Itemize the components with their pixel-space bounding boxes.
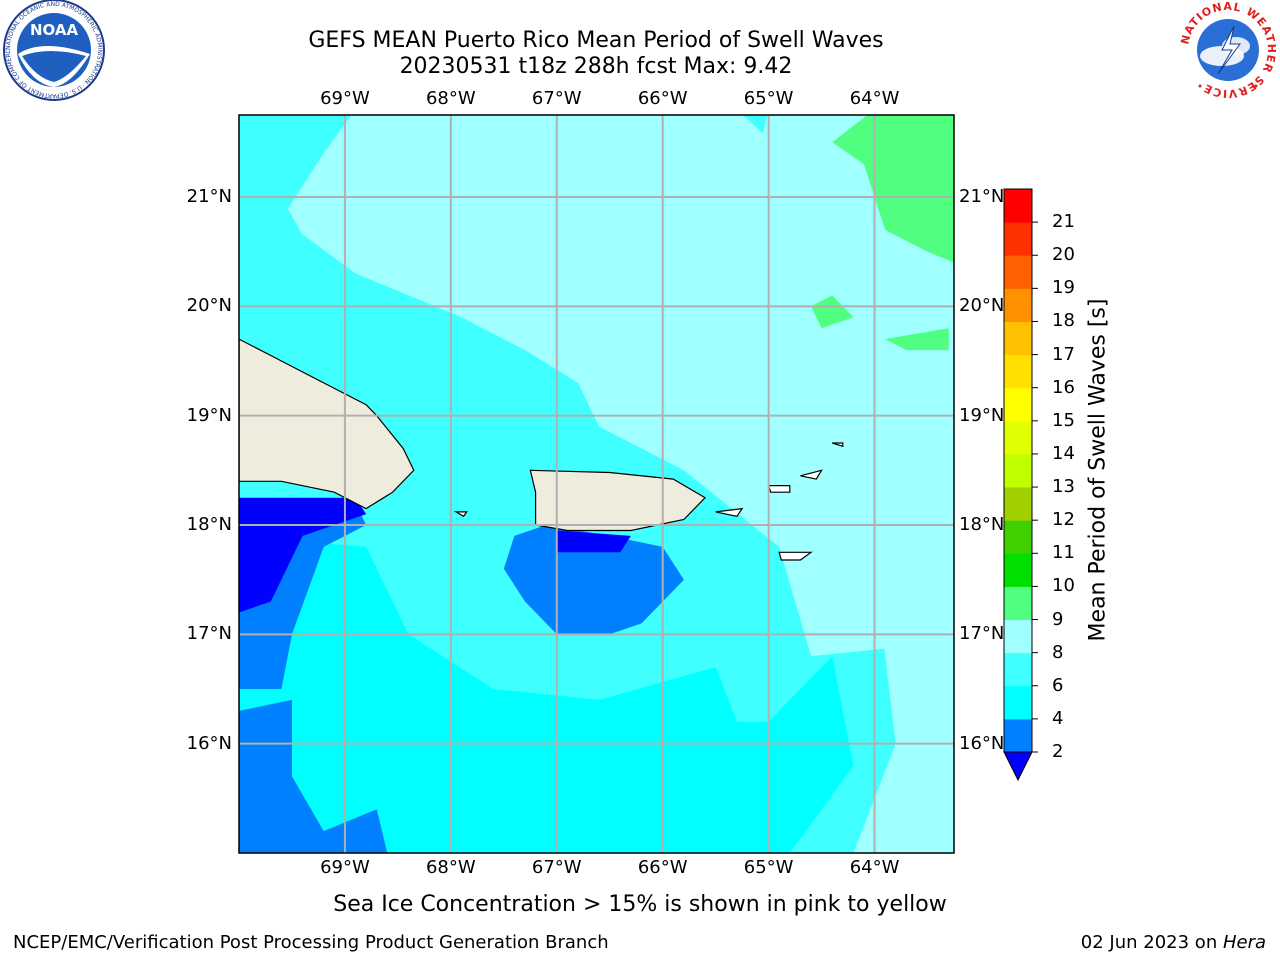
noaa-logo: NATIONAL OCEANIC AND ATMOSPHERIC ADMINIS… bbox=[2, 0, 105, 101]
colorbar-segment bbox=[1004, 189, 1032, 223]
lon-bottom-label: 68°W bbox=[425, 857, 476, 878]
field-region-2-4-pr bbox=[503, 525, 684, 635]
lon-top-label: 69°W bbox=[320, 88, 370, 109]
lat-left-label: 21°N bbox=[186, 186, 232, 207]
lon-bottom-label: 69°W bbox=[320, 857, 370, 878]
colorbar-segment bbox=[1004, 222, 1032, 256]
colorbar-segment bbox=[1004, 685, 1032, 720]
colorbar-segment bbox=[1004, 553, 1032, 587]
colorbar-tick-label: 6 bbox=[1052, 674, 1064, 696]
colorbar-segment bbox=[1004, 718, 1032, 753]
field-region-2-4-sw bbox=[239, 699, 388, 853]
lon-top-label: 68°W bbox=[425, 88, 476, 109]
colorbar-segment bbox=[1004, 288, 1032, 322]
colorbar-tick-label: 17 bbox=[1052, 343, 1075, 365]
lat-left-label: 17°N bbox=[186, 623, 232, 645]
colorbar-tick-label: 14 bbox=[1052, 442, 1075, 464]
colorbar-segment bbox=[1004, 487, 1032, 521]
st-croix-island bbox=[778, 551, 813, 561]
bvi-islands bbox=[800, 469, 823, 480]
colorbar-segment bbox=[1004, 652, 1032, 687]
colorbar-frame bbox=[1003, 188, 1033, 753]
colorbar-tick-label: 20 bbox=[1052, 244, 1075, 266]
lat-right-label: 16°N bbox=[959, 732, 1005, 754]
field-region-8-9-east bbox=[736, 115, 954, 853]
colorbar bbox=[1003, 188, 1038, 782]
colorbar-tick-label: 4 bbox=[1052, 707, 1064, 729]
lon-top-label: 66°W bbox=[637, 88, 688, 109]
mona-island bbox=[453, 511, 468, 518]
date-stamp: 02 Jun 2023 on Hera bbox=[1081, 932, 1266, 954]
colorbar-tick-label: 16 bbox=[1052, 376, 1075, 398]
lon-bottom-label: 67°W bbox=[531, 857, 582, 878]
date-text: 02 Jun 2023 on bbox=[1080, 932, 1223, 953]
lon-bottom-label: 66°W bbox=[637, 857, 688, 878]
nws-logo: NATIONAL WEATHER SERVICE bbox=[1178, 0, 1277, 100]
lon-top-label: 64°W bbox=[849, 88, 900, 109]
field-region-lt2-west bbox=[239, 497, 367, 613]
gridlines bbox=[239, 115, 954, 853]
lon-bottom-label: 64°W bbox=[849, 857, 900, 878]
colorbar-tick-label: 19 bbox=[1052, 277, 1075, 299]
sea-ice-note: Sea Ice Concentration > 15% is shown in … bbox=[333, 892, 947, 917]
colorbar-segment bbox=[1004, 453, 1032, 488]
lon-bottom-label: 65°W bbox=[743, 857, 794, 878]
st-thomas-island bbox=[767, 485, 791, 493]
lat-left-label: 19°N bbox=[186, 404, 232, 426]
colorbar-segment bbox=[1004, 586, 1032, 620]
credit-text: NCEP/EMC/Verification Post Processing Pr… bbox=[13, 932, 609, 953]
map-frame bbox=[238, 114, 955, 854]
colorbar-tick-label: 21 bbox=[1052, 211, 1075, 233]
field-region-9-10 bbox=[832, 115, 954, 263]
colorbar-segment bbox=[1004, 387, 1032, 422]
colorbar-segment bbox=[1004, 619, 1032, 654]
colorbar-tick-label: 9 bbox=[1052, 608, 1064, 630]
field-patch-9-10-b bbox=[885, 328, 949, 351]
field-region-lt2-pr bbox=[556, 530, 631, 553]
colorbar-tick-label: 13 bbox=[1052, 476, 1075, 498]
lat-right-label: 17°N bbox=[959, 623, 1005, 645]
colorbar-label: Mean Period of Swell Waves [s] bbox=[1085, 298, 1111, 642]
hispaniola-land bbox=[239, 338, 415, 510]
colorbar-tick-label: 10 bbox=[1052, 575, 1075, 597]
colorbar-segment bbox=[1004, 354, 1032, 389]
swell-period-field bbox=[239, 115, 954, 853]
colorbar-segment bbox=[1004, 520, 1032, 554]
lat-left-label: 20°N bbox=[186, 295, 232, 317]
host-text: Hera bbox=[1222, 932, 1266, 953]
map-title: GEFS MEAN Puerto Rico Mean Period of Swe… bbox=[308, 28, 884, 53]
land-masses bbox=[239, 338, 844, 561]
colorbar-tick-label: 11 bbox=[1052, 542, 1075, 564]
colorbar-tick-label: 15 bbox=[1052, 409, 1075, 431]
lon-top-label: 67°W bbox=[531, 88, 582, 109]
colorbar-tick-label: 2 bbox=[1052, 741, 1064, 762]
lat-right-label: 20°N bbox=[959, 295, 1005, 317]
lat-right-label: 21°N bbox=[959, 186, 1005, 207]
map-subtitle-run: 20230531 t18z 288h fcst Max: 9.42 bbox=[399, 54, 793, 79]
vieques-island bbox=[715, 507, 744, 517]
lat-left-label: 16°N bbox=[186, 732, 232, 754]
anegada-island bbox=[832, 442, 844, 448]
lat-right-label: 19°N bbox=[959, 404, 1005, 426]
colorbar-segment bbox=[1004, 255, 1032, 289]
lat-left-label: 18°N bbox=[186, 514, 232, 535]
colorbar-tick-label: 12 bbox=[1052, 509, 1075, 531]
field-region-4-6 bbox=[239, 535, 737, 853]
lon-top-label: 65°W bbox=[743, 88, 794, 109]
field-patch-9-10 bbox=[811, 295, 854, 329]
colorbar-segment bbox=[1004, 420, 1032, 455]
noaa-logo-text: NOAA bbox=[30, 21, 79, 39]
colorbar-segment bbox=[1004, 321, 1032, 356]
colorbar-under-arrow bbox=[1003, 751, 1033, 782]
colorbar-tick-label: 18 bbox=[1052, 310, 1075, 332]
colorbar-tick-label: 8 bbox=[1052, 641, 1064, 663]
lat-right-label: 18°N bbox=[959, 514, 1005, 535]
